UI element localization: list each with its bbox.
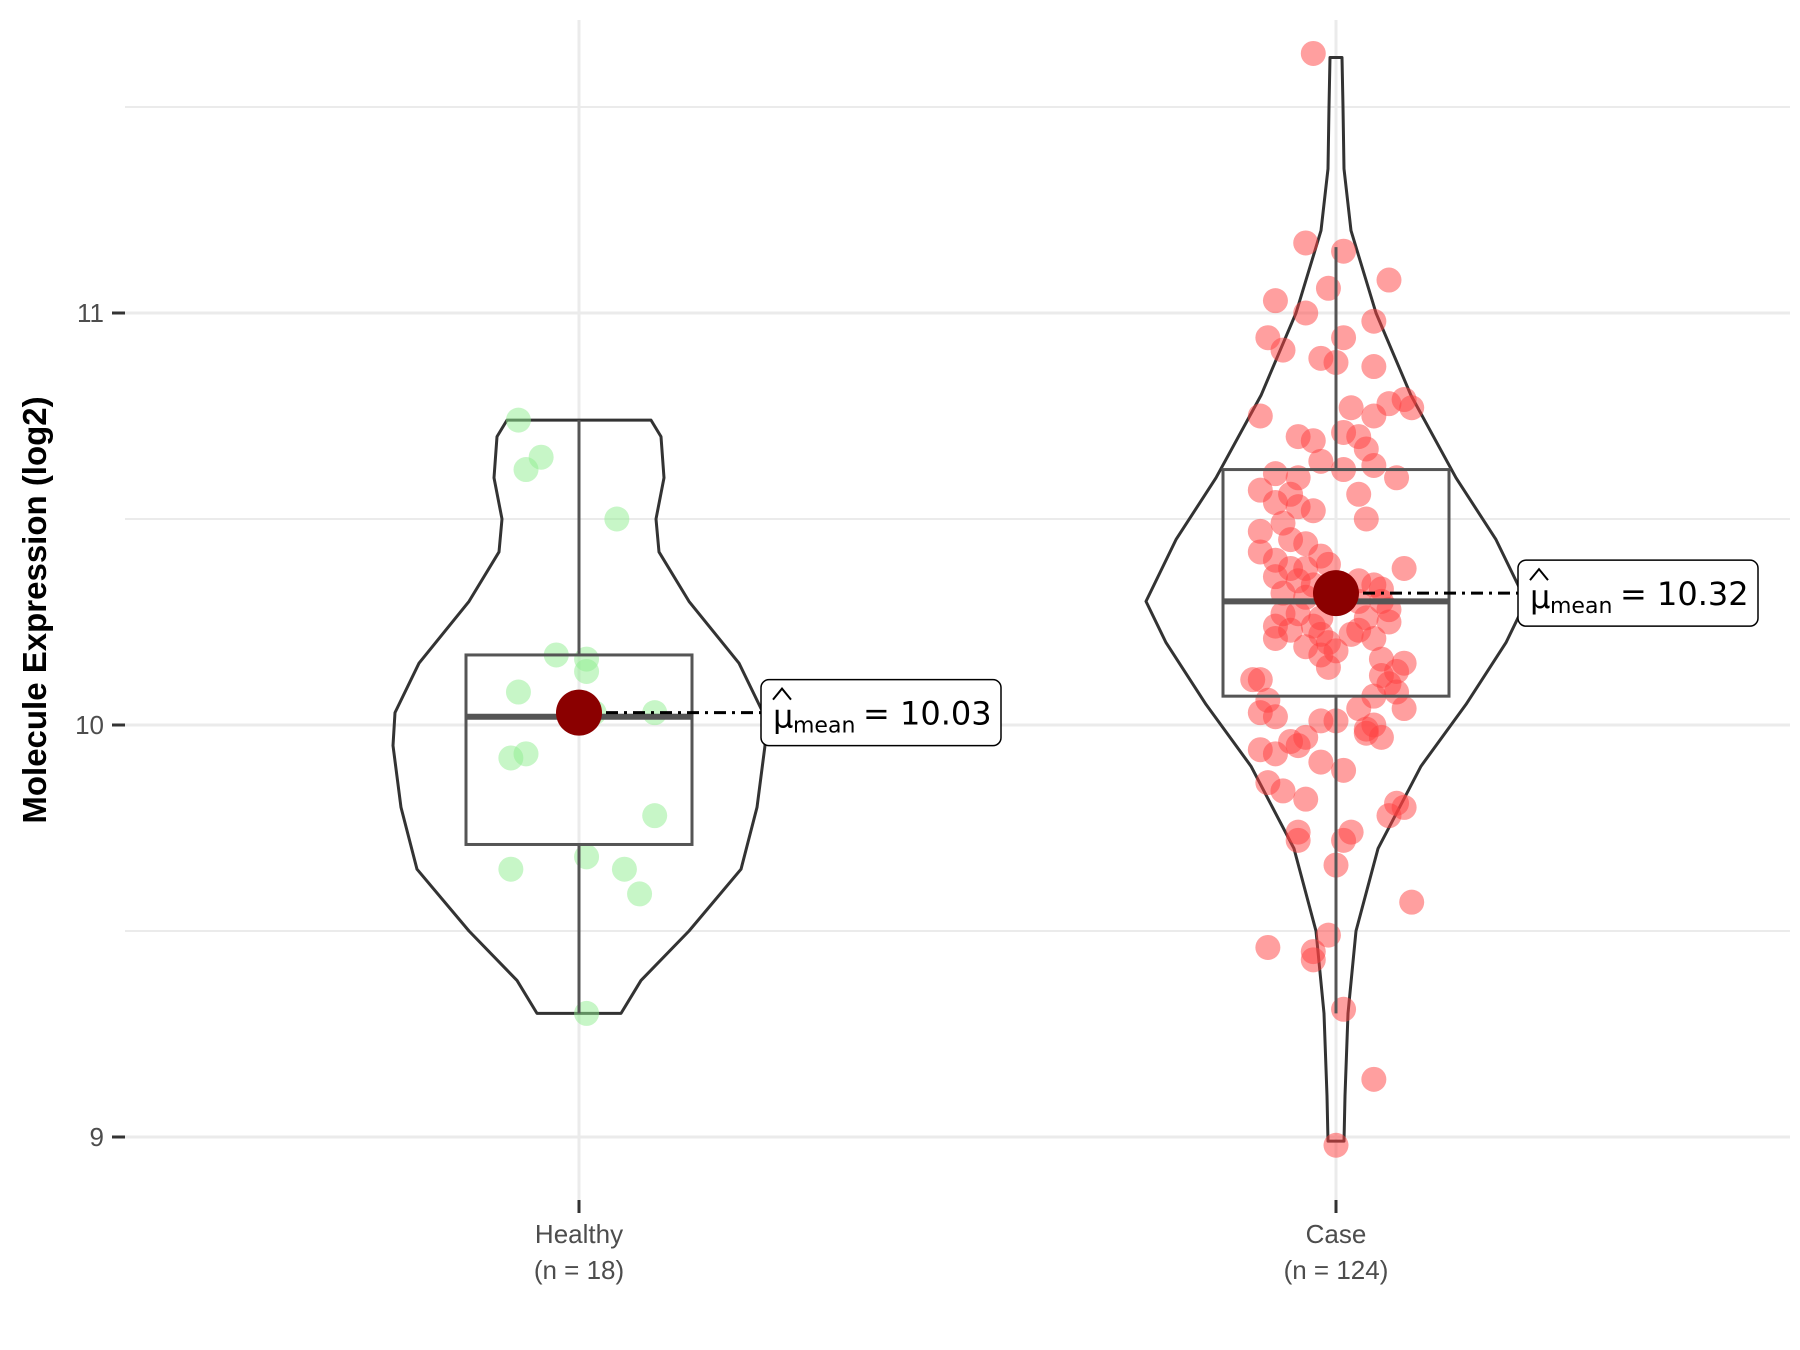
data-point [513,741,539,767]
data-point [1338,621,1364,647]
data-point [1353,506,1379,532]
data-point [1270,778,1296,804]
data-point [1376,267,1402,293]
box-iqr [464,653,694,846]
data-point [1346,696,1372,722]
data-point [505,407,531,433]
data-point [1346,481,1372,507]
mean-label-box [760,678,1002,747]
data-point [1361,452,1387,478]
data-point [498,856,524,882]
data-point [574,658,600,684]
data-point [1308,448,1334,474]
x-tick-label: Healthy [535,1219,623,1249]
y-tick-label: 10 [75,710,104,740]
box-iqr [1221,468,1451,698]
data-point [1278,728,1304,754]
x-tick-label: Case [1306,1219,1367,1249]
data-point [1308,749,1334,775]
data-point [1391,794,1417,820]
data-point [1361,1066,1387,1092]
data-point [642,803,668,829]
data-point [1323,1132,1349,1158]
data-point [1391,555,1417,581]
data-point [1300,498,1326,524]
data-point [1262,625,1288,651]
mean-value: = 10.03 [863,695,992,733]
data-point [1338,395,1364,421]
data-point [1293,230,1319,256]
x-tick-sublabel: (n = 18) [534,1255,624,1285]
data-point [1391,696,1417,722]
data-point [1399,395,1425,421]
data-point [1361,625,1387,651]
data-point [1399,889,1425,915]
axes: 9 10 11 Healthy (n = 18) Case (n = 124) [75,298,1388,1285]
data-point [1255,934,1281,960]
data-point [1308,708,1334,734]
data-point [1384,465,1410,491]
data-point [611,856,637,882]
hat-mark [1529,567,1549,581]
mean-markers: μ mean = 10.03μ mean = 10.32 [556,559,1759,747]
data-point [1247,518,1273,544]
data-point [505,679,531,705]
data-point [1262,490,1288,516]
data-point [1293,300,1319,326]
data-point [1247,403,1273,429]
data-point [1240,667,1266,693]
data-point [528,444,554,470]
y-axis-label: Molecule Expression (log2) [16,396,53,823]
data-point [1376,609,1402,635]
data-point [1361,354,1387,380]
data-point [1368,724,1394,750]
data-point [627,881,653,907]
data-point [1285,827,1311,853]
data-point [1315,654,1341,680]
y-tick-label: 11 [77,298,104,328]
data-point [1262,288,1288,314]
data-point [1300,947,1326,973]
x-tick-sublabel: (n = 124) [1284,1255,1389,1285]
mean-subscript: mean [793,714,855,739]
data-point [604,506,630,532]
data-point [1262,704,1288,730]
mean-symbol: μ [1530,578,1550,616]
mean-point [556,689,602,736]
mean-label-box [1517,559,1759,627]
data-point [1262,461,1288,487]
data-point [1300,428,1326,454]
mean-point [1313,570,1359,617]
jitter-points [498,40,1425,1158]
data-point [1293,786,1319,812]
mean-subscript: mean [1550,594,1612,619]
data-point [1270,337,1296,363]
mean-value: = 10.32 [1620,575,1749,613]
hat-mark [772,687,792,701]
data-point [1361,403,1387,429]
mean-symbol: μ [773,698,793,736]
data-point [1300,40,1326,66]
data-point [1361,308,1387,334]
y-tick-label: 9 [90,1122,104,1152]
